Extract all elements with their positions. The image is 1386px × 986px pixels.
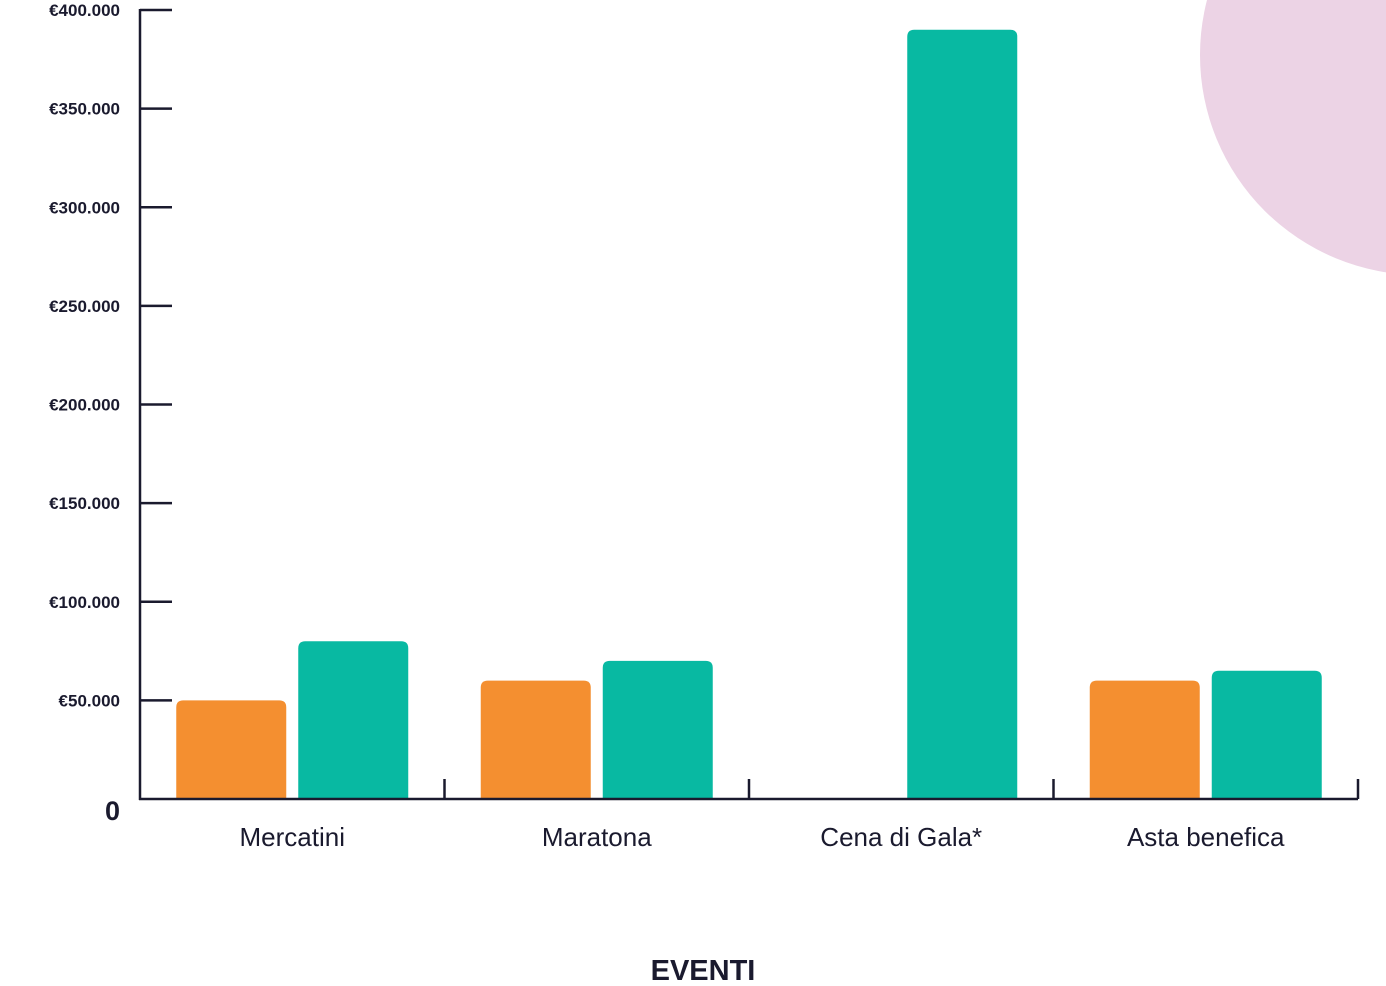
bar-orange <box>1089 680 1200 799</box>
y-axis-labels: 0 €50.000 €100.000 €150.000 €200.000 €250.000… <box>49 1 120 826</box>
bar-teal <box>1211 670 1322 799</box>
bar-teal <box>602 660 713 799</box>
x-tick-label: Cena di Gala* <box>820 822 982 852</box>
y-axis-ticks <box>140 8 172 702</box>
y-tick-label: €150.000 <box>49 494 120 513</box>
y-tick-label: €350.000 <box>49 100 120 119</box>
bar-orange <box>176 700 287 799</box>
y-tick-label: €100.000 <box>49 593 120 612</box>
x-tick-label: Mercatini <box>240 822 345 852</box>
y-tick-label: €50.000 <box>59 691 120 710</box>
x-axis-ticks <box>443 779 1360 799</box>
bar-teal <box>907 29 1018 800</box>
bars-group <box>176 29 1322 800</box>
y-tick-label-zero: 0 <box>105 796 120 826</box>
x-axis-title: EVENTI <box>651 955 756 986</box>
y-tick-label: €300.000 <box>49 198 120 217</box>
bar-teal <box>298 641 409 799</box>
decorative-circle <box>1200 0 1386 273</box>
x-tick-label: Asta benefica <box>1127 822 1285 852</box>
bar-orange <box>480 680 591 799</box>
y-tick-label: €250.000 <box>49 297 120 316</box>
x-axis-labels: Mercatini Maratona Cena di Gala* Asta benef… <box>240 822 1286 852</box>
x-tick-label: Maratona <box>542 822 652 852</box>
y-tick-label: €400.000 <box>49 1 120 20</box>
y-tick-label: €200.000 <box>49 396 120 415</box>
